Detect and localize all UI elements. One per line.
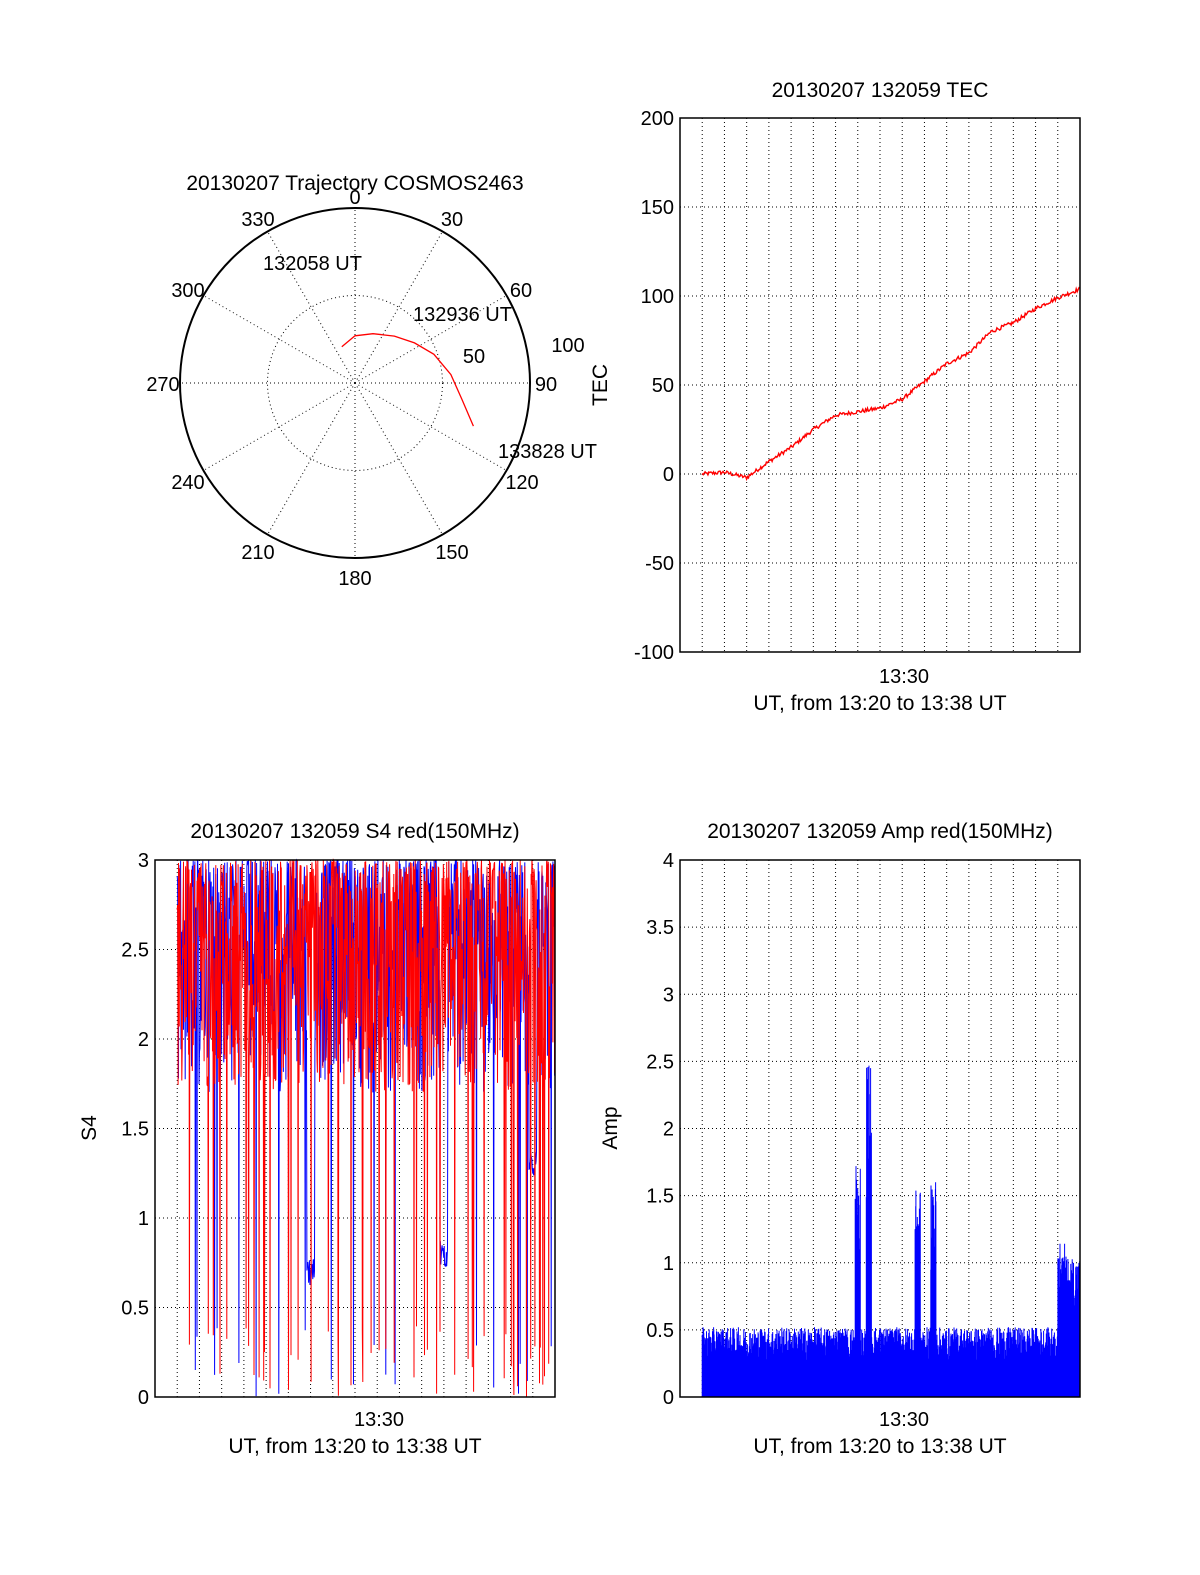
polar-angle-label-120: 120 bbox=[505, 472, 538, 494]
tec-y-tick-label: -100 bbox=[634, 642, 674, 664]
polar-angle-label-300: 300 bbox=[171, 280, 204, 302]
polar-outer-ring bbox=[179, 207, 531, 559]
trajectory-track bbox=[341, 333, 474, 427]
s4-chart-title: 20130207 132059 S4 red(150MHz) bbox=[190, 820, 519, 843]
tec-chart-title: 20130207 132059 TEC bbox=[772, 79, 989, 102]
trajectory-end-label: 133828 UT bbox=[498, 441, 597, 463]
tec-y-tick-label: 100 bbox=[641, 286, 674, 308]
s4-y-tick-label: 0 bbox=[138, 1387, 149, 1409]
amp-series-line bbox=[701, 1065, 1081, 1397]
polar-trajectory-chart: 20130207 Trajectory COSMOS2463 0 30 60 9… bbox=[146, 172, 597, 590]
polar-ring-50 bbox=[267, 295, 443, 471]
tec-x-tick-label: 13:30 bbox=[879, 666, 929, 688]
amp-y-tick-label: 3 bbox=[663, 984, 674, 1006]
polar-angle-label-30: 30 bbox=[441, 209, 463, 231]
polar-ring-label-50: 50 bbox=[463, 346, 485, 368]
polar-chart-title: 20130207 Trajectory COSMOS2463 bbox=[186, 172, 523, 195]
polar-angle-label-210: 210 bbox=[241, 542, 274, 564]
amp-y-tick-labels: 0 0.5 1 1.5 2 2.5 3 3.5 4 bbox=[646, 850, 674, 1409]
s4-y-tick-label: 1.5 bbox=[121, 1119, 149, 1141]
polar-spoke-150 bbox=[354, 382, 443, 535]
s4-y-tick-label: 3 bbox=[138, 850, 149, 872]
polar-angle-label-0: 0 bbox=[349, 187, 360, 209]
tec-chart: 20130207 132059 TEC -100-50050100150200 … bbox=[589, 79, 1081, 715]
amp-plot-frame bbox=[679, 859, 1081, 1398]
polar-angle-label-180: 180 bbox=[338, 568, 371, 590]
tec-y-tick-label: 200 bbox=[641, 108, 674, 130]
polar-angle-label-150: 150 bbox=[435, 542, 468, 564]
amp-y-tick-label: 2 bbox=[663, 1119, 674, 1141]
amp-x-tick-label: 13:30 bbox=[879, 1409, 929, 1431]
s4-y-tick-label: 0.5 bbox=[121, 1298, 149, 1320]
amp-y-tick-label: 1 bbox=[663, 1253, 674, 1275]
amp-x-axis-label: UT, from 13:20 to 13:38 UT bbox=[753, 1435, 1006, 1458]
polar-angle-label-240: 240 bbox=[171, 472, 204, 494]
polar-angle-labels: 0 30 60 90 120 150 180 210 240 270 300 3… bbox=[146, 187, 557, 590]
tec-y-axis-label: TEC bbox=[589, 364, 612, 406]
amp-y-tick-label: 3.5 bbox=[646, 917, 674, 939]
tec-plot-frame bbox=[679, 117, 1081, 653]
tec-y-tick-labels: -100 -50 0 50 100 150 200 bbox=[634, 108, 674, 664]
tec-y-tick-label: 150 bbox=[641, 197, 674, 219]
tec-y-tick-label: -50 bbox=[645, 553, 674, 575]
polar-spoke-120 bbox=[354, 382, 507, 471]
amp-y-tick-label: 0 bbox=[663, 1387, 674, 1409]
tec-y-tick-label: 50 bbox=[652, 375, 674, 397]
s4-plot-frame bbox=[154, 859, 556, 1398]
polar-angle-label-330: 330 bbox=[241, 209, 274, 231]
trajectory-mid-label: 132936 UT bbox=[413, 304, 512, 326]
s4-y-tick-label: 1 bbox=[138, 1208, 149, 1230]
s4-y-tick-label: 2 bbox=[138, 1029, 149, 1051]
s4-chart: 20130207 132059 S4 red(150MHz) 0 0.5 1 1.5 2… bbox=[78, 820, 556, 1458]
amp-grid bbox=[680, 860, 1080, 1397]
s4-x-tick-label: 13:30 bbox=[354, 1409, 404, 1431]
polar-ring-label-100: 100 bbox=[551, 335, 584, 357]
polar-spoke-210 bbox=[267, 382, 356, 535]
polar-angle-label-270: 270 bbox=[146, 374, 179, 396]
tec-x-axis-label: UT, from 13:20 to 13:38 UT bbox=[753, 692, 1006, 715]
tec-y-tick-label: 0 bbox=[663, 464, 674, 486]
amp-chart: 20130207 132059 Amp red(150MHz) 0 0.5 1 1.5… bbox=[599, 820, 1081, 1458]
amp-y-tick-label: 4 bbox=[663, 850, 674, 872]
s4-x-axis-label: UT, from 13:20 to 13:38 UT bbox=[228, 1435, 481, 1458]
polar-angle-label-90: 90 bbox=[535, 374, 557, 396]
amp-y-axis-label: Amp bbox=[599, 1106, 622, 1149]
s4-y-axis-label: S4 bbox=[78, 1115, 101, 1141]
s4-red-series bbox=[176, 858, 556, 1397]
amp-chart-title: 20130207 132059 Amp red(150MHz) bbox=[707, 820, 1053, 843]
s4-y-tick-label: 2.5 bbox=[121, 940, 149, 962]
tec-series-line bbox=[701, 286, 1081, 482]
polar-angle-label-60: 60 bbox=[510, 280, 532, 302]
amp-y-tick-label: 1.5 bbox=[646, 1186, 674, 1208]
trajectory-start-label: 132058 UT bbox=[263, 253, 362, 275]
amp-y-tick-label: 0.5 bbox=[646, 1320, 674, 1342]
amp-y-tick-label: 2.5 bbox=[646, 1051, 674, 1073]
tec-grid bbox=[680, 118, 1080, 652]
s4-y-tick-labels: 0 0.5 1 1.5 2 2.5 3 bbox=[121, 850, 149, 1409]
